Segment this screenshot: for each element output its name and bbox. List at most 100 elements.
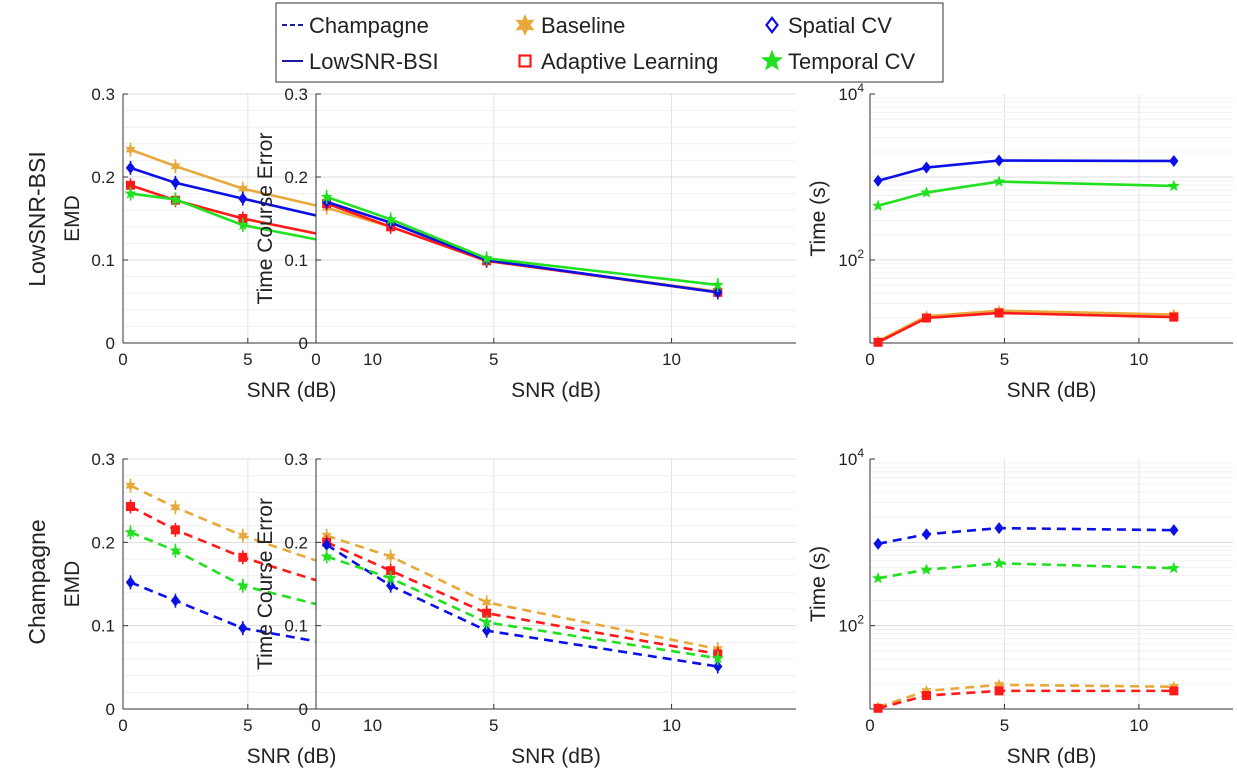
data-point — [921, 161, 932, 174]
y-axis-label: Time (s) — [807, 546, 830, 622]
series-adaptive-learning — [873, 308, 1179, 347]
series-line — [877, 159, 1174, 183]
x-axis-label: SNR (dB) — [1007, 745, 1097, 768]
gridlines — [315, 458, 796, 710]
data-point — [124, 187, 137, 199]
x-tick-label: 10 — [363, 350, 382, 369]
legend-marker-hexagram — [515, 13, 535, 37]
y-tick-label: 0.1 — [91, 251, 115, 270]
series-temporal-cv — [320, 189, 724, 292]
series-spatial-cv — [873, 154, 1179, 187]
x-tick-label: 10 — [1129, 716, 1148, 735]
data-point — [384, 213, 397, 225]
data-point — [873, 703, 883, 713]
y-tick-label: 0.3 — [284, 450, 308, 469]
y-tick-label: 102 — [838, 247, 864, 270]
data-point — [994, 154, 1004, 167]
series-line — [326, 195, 718, 287]
y-tick-exponent: 4 — [857, 446, 864, 460]
y-tick-label: 0.3 — [91, 450, 115, 469]
data-point — [921, 691, 931, 701]
data-point — [873, 337, 883, 347]
data-point — [482, 624, 492, 637]
y-tick-label: 0.1 — [284, 251, 308, 270]
legend-label: LowSNR-BSI — [309, 49, 439, 74]
data-point — [1169, 686, 1179, 696]
y-tick-label: 0 — [106, 700, 115, 719]
plot-area — [316, 94, 796, 343]
plot-area — [870, 94, 1233, 343]
y-tick-label: 0.1 — [284, 617, 308, 636]
data-point — [170, 594, 181, 607]
y-tick-base: 10 — [838, 617, 857, 636]
data-point — [994, 522, 1004, 535]
data-point — [170, 176, 181, 189]
series-line — [877, 683, 1174, 709]
y-tick-label: 104 — [838, 81, 864, 104]
y-tick-label: 0.2 — [284, 533, 308, 552]
y-tick-exponent: 2 — [857, 247, 864, 261]
legend-label: Spatial CV — [788, 13, 892, 38]
data-point — [480, 252, 493, 264]
x-axis-label: SNR (dB) — [511, 379, 601, 402]
series-spatial-cv — [873, 522, 1179, 550]
legend-marker-pentagram — [761, 49, 783, 71]
series-spatial-cv — [322, 537, 723, 674]
data-point — [236, 579, 249, 591]
plot-area — [870, 459, 1233, 709]
series-line — [325, 543, 718, 668]
data-point — [384, 571, 397, 584]
y-tick-label: 0 — [299, 700, 308, 719]
series-line — [877, 311, 1174, 344]
legend-marker-diamond — [765, 16, 779, 34]
y-tick-label: 0.3 — [284, 85, 308, 104]
data-point — [994, 308, 1004, 318]
x-tick-label: 5 — [1000, 350, 1009, 369]
data-point — [125, 502, 135, 511]
x-tick-label: 10 — [363, 716, 382, 735]
x-tick-label: 5 — [489, 716, 498, 735]
y-tick-label: 102 — [838, 613, 864, 636]
data-point — [713, 286, 723, 299]
row-label: Champagne — [24, 519, 50, 644]
x-axis-label: SNR (dB) — [247, 745, 337, 768]
data-point — [480, 616, 493, 628]
data-point — [921, 313, 931, 323]
data-point — [1169, 524, 1179, 537]
series-temporal-cv — [872, 556, 1180, 584]
y-tick-label: 104 — [838, 446, 864, 469]
x-tick-label: 10 — [1129, 350, 1148, 369]
y-axis-label: EMD — [61, 561, 84, 608]
data-point — [125, 479, 136, 492]
data-point — [170, 160, 181, 173]
data-point — [993, 556, 1006, 569]
legend-box — [275, 2, 944, 83]
data-point — [920, 186, 933, 198]
data-point — [169, 544, 182, 556]
data-point — [713, 660, 723, 673]
legend-label: Adaptive Learning — [541, 49, 718, 74]
y-tick-base: 10 — [838, 251, 857, 270]
data-point — [994, 686, 1004, 696]
data-point — [1169, 154, 1179, 167]
series-line — [326, 555, 718, 660]
series-line — [326, 200, 718, 294]
data-point — [237, 529, 249, 542]
data-point — [872, 199, 885, 211]
y-tick-base: 10 — [838, 450, 857, 469]
x-tick-label: 0 — [311, 716, 320, 735]
y-tick-exponent: 4 — [857, 81, 864, 95]
y-axis-label: EMD — [61, 195, 84, 242]
data-point — [238, 192, 248, 205]
y-tick-label: 0.3 — [91, 85, 115, 104]
x-tick-label: 0 — [118, 350, 127, 369]
series-line — [326, 534, 719, 651]
x-tick-label: 0 — [865, 350, 874, 369]
data-point — [125, 143, 136, 156]
x-axis-label: SNR (dB) — [511, 745, 601, 768]
series-temporal-cv — [320, 549, 724, 666]
data-point — [124, 525, 137, 538]
y-tick-label: 0.2 — [91, 533, 115, 552]
x-tick-label: 5 — [243, 716, 252, 735]
